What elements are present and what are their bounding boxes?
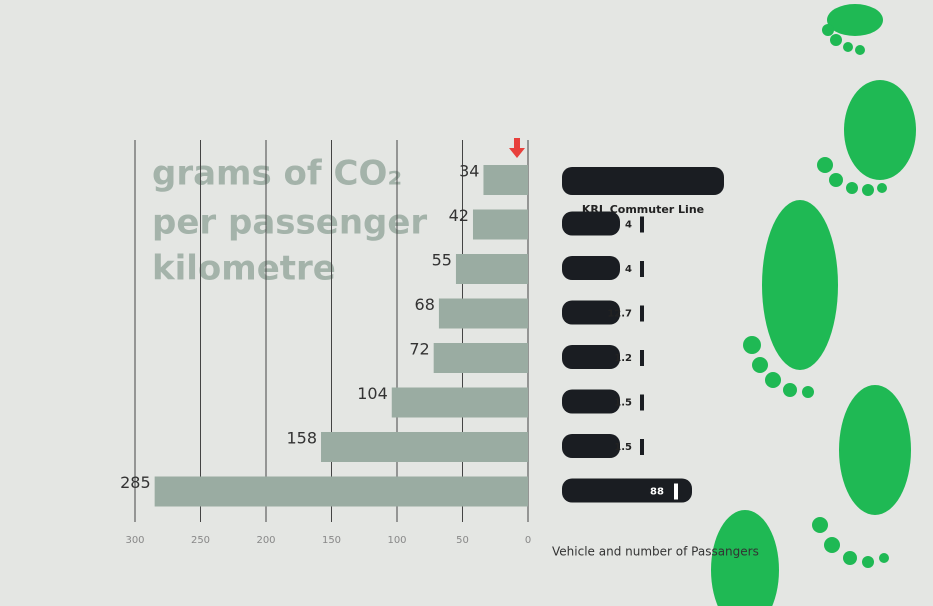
x-tick-label: 250 [191, 535, 210, 546]
value-label: 68 [415, 295, 435, 314]
occupancy-label: 1.5 [614, 442, 632, 453]
bar [456, 254, 528, 284]
vehicle-icon [562, 390, 620, 414]
bar [434, 343, 528, 373]
chart-title: per passenger [152, 203, 427, 243]
occupancy-label: 88 [650, 487, 664, 498]
x-tick-label: 0 [525, 535, 531, 546]
person-icon [640, 306, 644, 322]
chart-title: kilometre [152, 249, 336, 289]
value-label: 34 [459, 162, 479, 181]
occupancy-label: 1.5 [614, 398, 632, 409]
value-label: 55 [432, 251, 452, 270]
x-tick-label: 200 [256, 535, 275, 546]
bar [155, 477, 528, 507]
x-tick-label: 300 [125, 535, 144, 546]
occupancy-label: 4 [625, 264, 632, 275]
vehicle-icon [562, 167, 724, 195]
bar [392, 388, 528, 418]
bar [473, 210, 528, 240]
page: grams of CO₂ per passenger kilometre Veh… [0, 0, 933, 606]
vehicle-icon [562, 479, 692, 503]
value-label: 158 [286, 429, 317, 448]
value-label: 42 [449, 206, 469, 225]
footprint [762, 200, 838, 370]
bar [439, 299, 528, 329]
person-icon [640, 439, 644, 455]
x-tick-label: 50 [456, 535, 469, 546]
x-tick-label: 100 [387, 535, 406, 546]
footprint [839, 385, 911, 515]
occupancy-label: 4 [625, 220, 632, 231]
vehicle-icon [562, 212, 620, 236]
chart-title: grams of CO₂ [152, 154, 402, 194]
person-icon [674, 484, 678, 500]
person-icon [640, 395, 644, 411]
person-icon [640, 350, 644, 366]
vehicle-icon [562, 434, 620, 458]
person-icon [640, 261, 644, 277]
x-tick-label: 150 [322, 535, 341, 546]
value-label: 72 [409, 340, 429, 359]
bar [321, 432, 528, 462]
vehicle-icon [562, 256, 620, 280]
chart: grams of CO₂ per passenger kilometre Veh… [0, 0, 933, 606]
vehicle-icon [562, 345, 620, 369]
footprint [844, 80, 916, 180]
occupancy-label: 12.7 [607, 309, 632, 320]
bar [483, 165, 528, 195]
legend-label: Vehicle and number of Passangers [552, 545, 759, 559]
person-icon [640, 217, 644, 233]
occupancy-label: 1.2 [614, 353, 632, 364]
value-label: 285 [120, 473, 151, 492]
value-label: 104 [357, 384, 388, 403]
footprint [827, 4, 883, 36]
